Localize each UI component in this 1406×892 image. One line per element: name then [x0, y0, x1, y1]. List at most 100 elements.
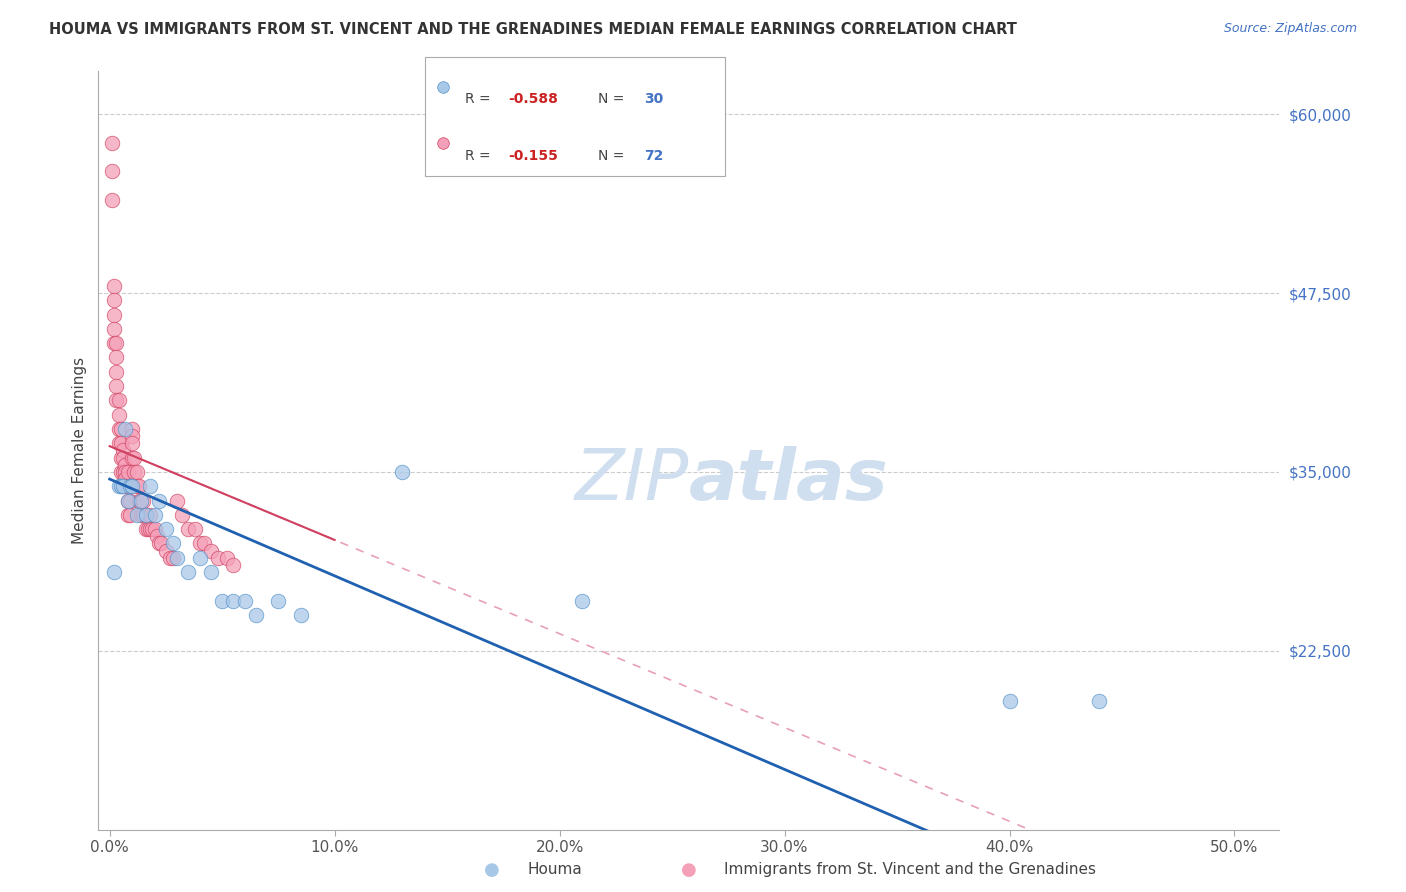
Point	[110, 422, 132, 436]
Point	[141, 522, 163, 536]
Point	[200, 543, 222, 558]
Point	[121, 479, 143, 493]
Point	[267, 593, 290, 607]
Text: atlas: atlas	[689, 446, 889, 516]
Point	[245, 607, 267, 622]
Text: HOUMA VS IMMIGRANTS FROM ST. VINCENT AND THE GRENADINES MEDIAN FEMALE EARNINGS C: HOUMA VS IMMIGRANTS FROM ST. VINCENT AND…	[49, 22, 1017, 37]
Point	[170, 508, 193, 522]
Point	[103, 322, 125, 336]
Point	[1088, 694, 1111, 708]
Point	[193, 536, 215, 550]
Point	[162, 550, 184, 565]
Point	[125, 465, 148, 479]
Y-axis label: Median Female Earnings: Median Female Earnings	[72, 357, 87, 544]
Point	[112, 465, 135, 479]
Point	[166, 550, 188, 565]
Point	[998, 694, 1021, 708]
Point	[132, 493, 155, 508]
Point	[118, 493, 141, 508]
Point	[110, 450, 132, 465]
Point	[107, 479, 129, 493]
Point	[166, 493, 188, 508]
Point	[148, 493, 170, 508]
Point	[432, 80, 454, 95]
Text: -0.155: -0.155	[509, 149, 558, 162]
Point	[103, 308, 125, 322]
Point	[135, 522, 157, 536]
Point	[121, 450, 143, 465]
Point	[105, 336, 128, 351]
Point	[125, 479, 148, 493]
Point	[146, 529, 169, 543]
Point	[139, 479, 162, 493]
Point	[114, 422, 136, 436]
Point	[128, 493, 150, 508]
Point	[110, 465, 132, 479]
Point	[188, 550, 211, 565]
Point	[105, 393, 128, 408]
Point	[114, 458, 136, 472]
Point	[188, 536, 211, 550]
Point	[110, 479, 132, 493]
Point	[233, 593, 256, 607]
Point	[177, 565, 200, 579]
Point	[135, 508, 157, 522]
Point	[215, 550, 238, 565]
Point	[162, 536, 184, 550]
Point	[121, 422, 143, 436]
Point	[207, 550, 229, 565]
FancyBboxPatch shape	[425, 57, 725, 176]
Point	[150, 536, 173, 550]
Point	[177, 522, 200, 536]
Point	[155, 543, 177, 558]
Point	[121, 436, 143, 450]
Point	[114, 465, 136, 479]
Point	[110, 436, 132, 450]
Point	[117, 508, 139, 522]
Point	[290, 607, 312, 622]
Text: R =: R =	[465, 149, 495, 162]
Point	[432, 136, 454, 151]
Text: ●: ●	[681, 861, 697, 879]
Point	[143, 522, 166, 536]
Point	[222, 558, 245, 572]
Point	[571, 593, 593, 607]
Point	[184, 522, 207, 536]
Point	[222, 593, 245, 607]
Point	[129, 493, 152, 508]
Text: N =: N =	[598, 149, 628, 162]
Point	[101, 193, 124, 207]
Point	[117, 465, 139, 479]
Text: ●: ●	[484, 861, 501, 879]
Point	[118, 479, 141, 493]
Point	[155, 522, 177, 536]
Point	[129, 508, 152, 522]
Point	[125, 508, 148, 522]
Text: R =: R =	[465, 93, 495, 106]
Point	[148, 536, 170, 550]
Text: Immigrants from St. Vincent and the Grenadines: Immigrants from St. Vincent and the Gren…	[724, 863, 1097, 877]
Point	[143, 508, 166, 522]
Point	[101, 136, 124, 150]
Point	[124, 450, 146, 465]
Point	[135, 508, 157, 522]
Point	[117, 479, 139, 493]
Point	[105, 365, 128, 379]
Text: -0.588: -0.588	[509, 93, 558, 106]
Point	[107, 408, 129, 422]
Text: Houma: Houma	[527, 863, 582, 877]
Point	[117, 493, 139, 508]
Point	[118, 508, 141, 522]
Point	[136, 522, 159, 536]
Point	[129, 493, 152, 508]
Text: 72: 72	[644, 149, 664, 162]
Point	[139, 508, 162, 522]
Point	[132, 508, 155, 522]
Text: 30: 30	[644, 93, 664, 106]
Point	[107, 393, 129, 408]
Point	[139, 522, 162, 536]
Point	[200, 565, 222, 579]
Point	[103, 336, 125, 351]
Point	[107, 436, 129, 450]
Point	[112, 450, 135, 465]
